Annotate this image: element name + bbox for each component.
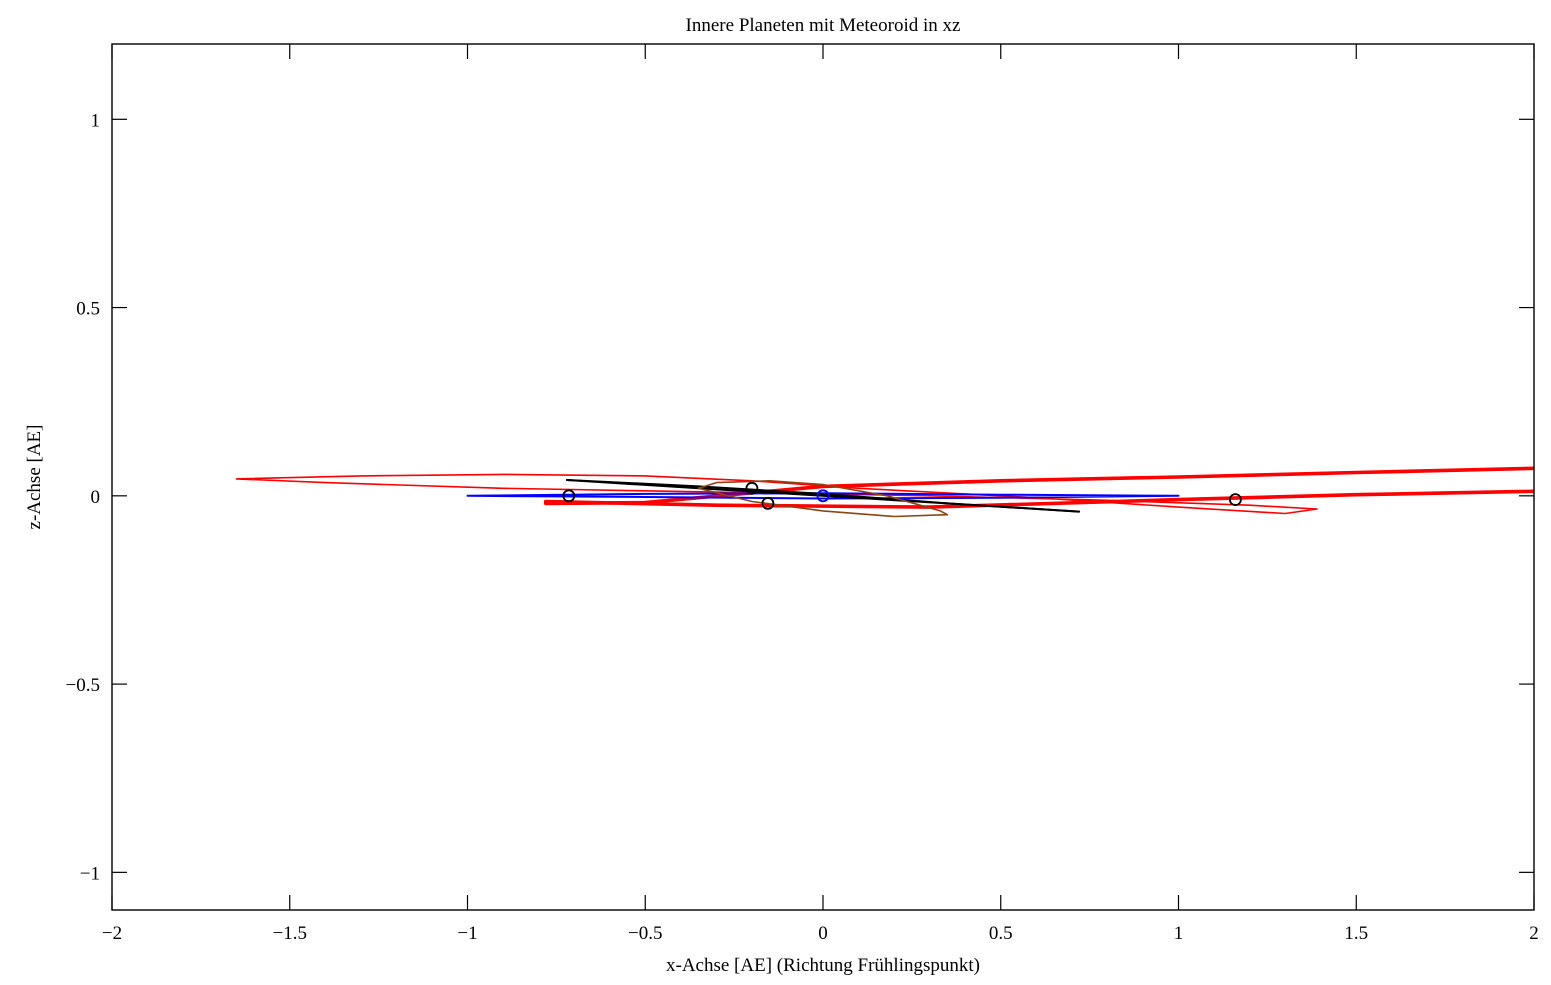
x-tick-label: −1 (457, 923, 477, 944)
plot-frame (111, 43, 1535, 911)
x-tick-label: 1 (1174, 923, 1184, 944)
x-tick-label: −2 (102, 923, 122, 944)
y-tick-label: 1 (91, 110, 101, 131)
plot-background (112, 44, 1534, 910)
y-axis-title: z-Achse [AE] (24, 425, 45, 530)
position-marker-4 (1228, 493, 1242, 506)
y-tick-label: 0 (91, 487, 101, 508)
x-tick-label: −1.5 (273, 923, 307, 944)
series-layer (235, 466, 1534, 518)
position-marker-2 (761, 496, 775, 510)
y-tick-label: 0.5 (76, 299, 100, 320)
position-marker-0 (562, 489, 576, 503)
x-tick-label: 1.5 (1344, 923, 1368, 944)
x-axis-title: x-Achse [AE] (Richtung Frühlingspunkt) (666, 955, 980, 976)
x-tick-label: 0.5 (989, 923, 1013, 944)
marker-layer (562, 481, 1242, 510)
series-line-5 (566, 479, 1080, 513)
series-line-3 (466, 492, 1180, 500)
x-tick-label: 2 (1529, 923, 1539, 944)
x-tick-label: 0 (818, 923, 828, 944)
tick-layer: −2 −1.5 −1 −0.5 0 0.5 1 1.5 2 −1 −0.5 0 0.5 1 (66, 44, 1539, 944)
x-tick-label: −0.5 (628, 923, 662, 944)
chart-title: Innere Planeten mit Meteoroid in xz (686, 15, 961, 36)
series-line-6 (697, 480, 949, 518)
series-line-1 (543, 489, 1534, 509)
y-tick-label: −0.5 (66, 675, 100, 696)
position-marker-3 (816, 489, 830, 503)
position-marker-1 (745, 481, 759, 495)
series-line-0 (235, 473, 1318, 515)
y-tick-label: −1 (80, 863, 100, 884)
series-line-2 (543, 466, 1534, 506)
